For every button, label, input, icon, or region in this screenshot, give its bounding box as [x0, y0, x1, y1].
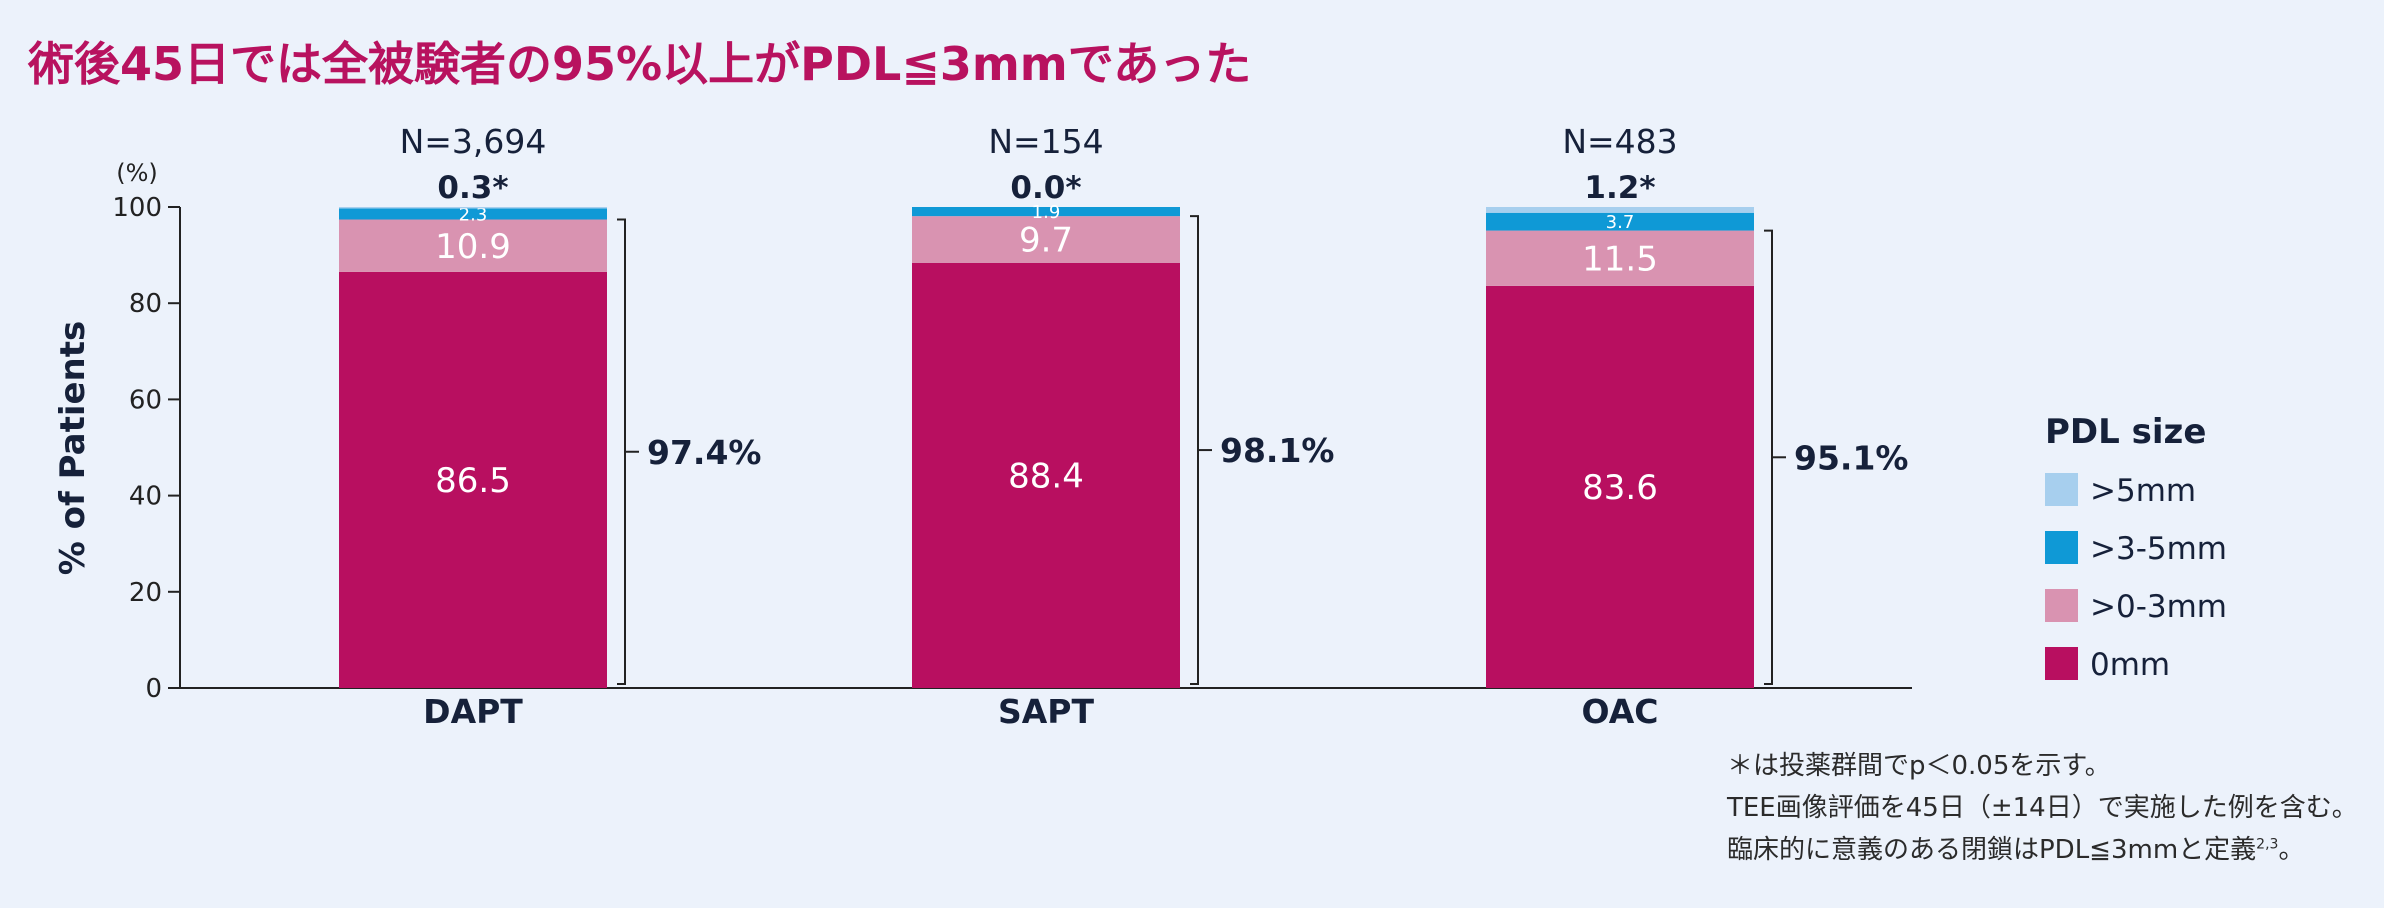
legend-title: PDL size — [2045, 412, 2206, 452]
bracket — [1190, 215, 1199, 685]
bracket — [1764, 229, 1773, 685]
n-label: N=3,694 — [400, 122, 547, 161]
y-tick-label: 20 — [129, 578, 162, 608]
bar-segment-0-3mm-dapt — [339, 219, 607, 272]
data-label: 11.5 — [1582, 239, 1658, 279]
data-label: 9.7 — [1019, 221, 1073, 261]
x-tick-label: OAC — [1582, 692, 1659, 731]
bracket-label: 98.1% — [1220, 431, 1335, 470]
footnote-definition: 臨床的に意義のある閉鎖はPDL≦3mmと定義2,3。 — [1727, 829, 2358, 871]
legend-label: >0-3mm — [2090, 589, 2227, 625]
y-tick-label: 100 — [112, 193, 162, 223]
footnote-definition-text: 臨床的に意義のある閉鎖はPDL≦3mmと定義 — [1727, 835, 2257, 865]
footnote-significance: ＊は投薬群間でp＜0.05を示す。 — [1727, 751, 2111, 781]
bar-segment-3-5mm-oac — [1486, 212, 1754, 231]
y-tick-label: 60 — [129, 385, 162, 415]
legend-label: >3-5mm — [2090, 531, 2227, 567]
data-label: 88.4 — [1008, 457, 1084, 497]
n-label: N=483 — [1562, 122, 1677, 161]
top-value-label: 0.3* — [437, 170, 508, 206]
bar-segment-0mm-dapt — [339, 271, 607, 688]
bar-segment-3-5mm-sapt — [912, 207, 1180, 217]
bar-segment-0-3mm-oac — [1486, 230, 1754, 286]
legend-swatch — [2045, 647, 2078, 680]
footnote-reference-numbers: 2,3 — [2256, 836, 2279, 853]
n-label: N=154 — [988, 122, 1103, 161]
bar-segment-5mm-dapt — [339, 207, 607, 209]
data-label: 86.5 — [435, 461, 511, 501]
x-tick-label: DAPT — [423, 692, 523, 731]
legend-swatch — [2045, 589, 2078, 622]
data-label: 2.3 — [459, 204, 488, 225]
bar-segment-3-5mm-dapt — [339, 208, 607, 220]
footnote-definition-end: 。 — [2278, 835, 2305, 865]
data-label: 10.9 — [435, 227, 511, 267]
y-axis-title: % of Patients — [53, 321, 93, 576]
bracket — [617, 218, 626, 685]
y-tick-label: 0 — [145, 674, 162, 704]
legend-swatch — [2045, 531, 2078, 564]
y-tick-label: 40 — [129, 482, 162, 512]
data-label: 83.6 — [1582, 468, 1658, 508]
legend-label: >5mm — [2090, 473, 2196, 509]
bar-segment-0mm-oac — [1486, 285, 1754, 688]
bracket-label: 95.1% — [1794, 438, 1909, 477]
data-label: 3.7 — [1606, 212, 1635, 233]
legend-swatch — [2045, 473, 2078, 506]
y-tick-label: 80 — [129, 289, 162, 319]
legend-label: 0mm — [2090, 647, 2170, 683]
bar-segment-5mm-oac — [1486, 207, 1754, 213]
bar-segment-0-3mm-sapt — [912, 216, 1180, 263]
bracket-label: 97.4% — [647, 433, 762, 472]
chart-title: 術後45日では全被験者の95%以上がPDL≦3mmであった — [28, 37, 1252, 91]
y-unit-label: (%) — [116, 159, 158, 187]
footnotes: ＊は投薬群間でp＜0.05を示す。 TEE画像評価を45日（±14日）で実施した… — [1727, 745, 2358, 871]
data-label: 1.9 — [1032, 202, 1061, 223]
top-value-label: 0.0* — [1010, 170, 1081, 206]
bar-segment-0mm-sapt — [912, 262, 1180, 688]
footnote-tee: TEE画像評価を45日（±14日）で実施した例を含む。 — [1727, 793, 2358, 823]
top-value-label: 1.2* — [1584, 170, 1655, 206]
x-tick-label: SAPT — [998, 692, 1094, 731]
